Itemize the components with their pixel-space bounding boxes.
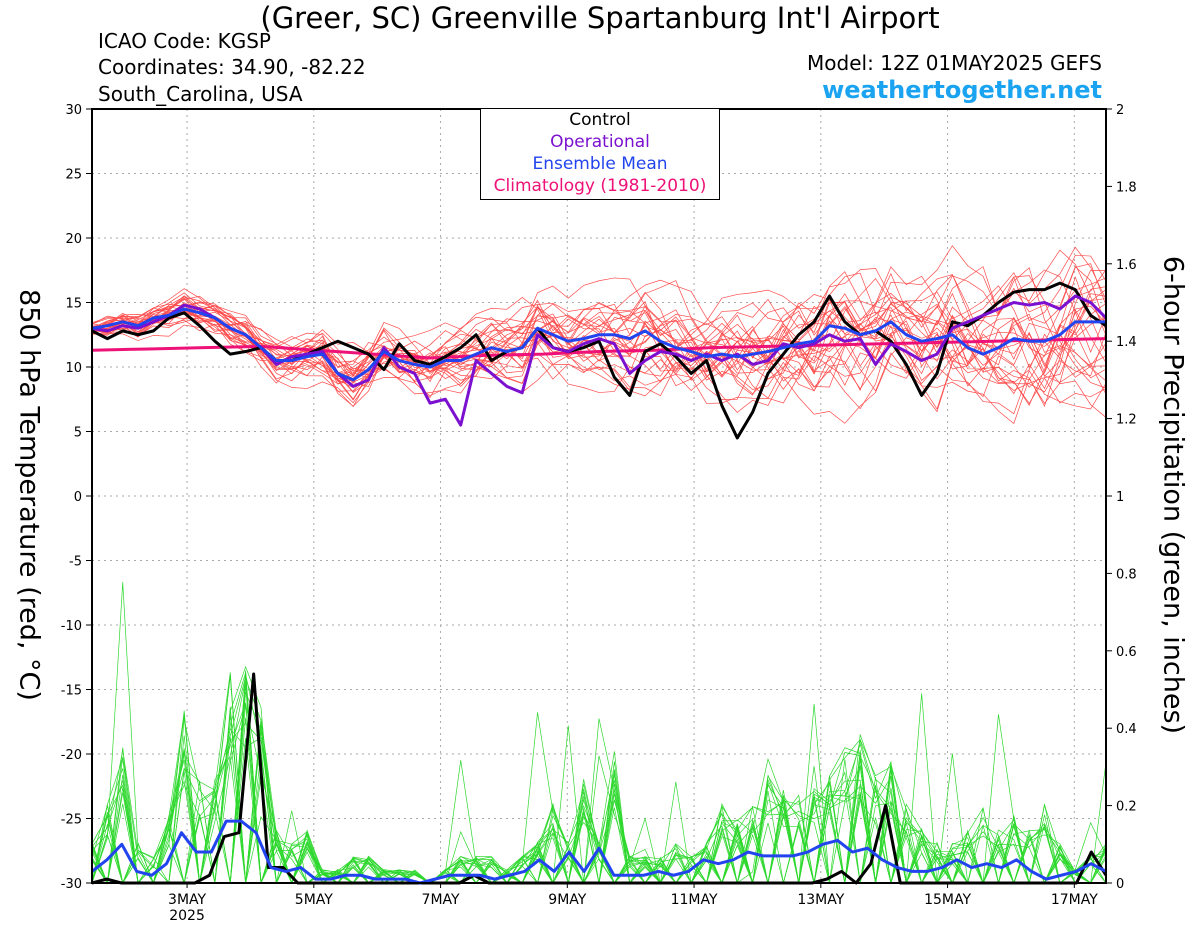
chart-title: (Greer, SC) Greenville Spartanburg Int'l… [260,1,940,35]
temperature-member-line [91,306,1107,415]
x-tick-sublabel: 2025 [169,908,205,924]
y-right-tick-label: 0.6 [1116,645,1137,660]
y-right-tick-label: 0.8 [1116,567,1137,582]
x-tick-label: 7MAY [422,892,460,908]
y-left-tick-label: -30 [61,877,82,892]
x-tick-label: 17MAY [1051,892,1098,908]
legend: Control Operational Ensemble Mean Climat… [480,108,720,200]
y-axis-left-label: 850 hPa Temperature (red, °C) [13,289,45,701]
temperature-member-line [91,285,1107,383]
model-run: Model: 12Z 01MAY2025 GEFS [807,51,1102,75]
y-left-tick-label: -15 [61,684,82,699]
precipitation-members [91,582,1107,885]
coordinates: Coordinates: 34.90, -82.22 [98,55,366,79]
website-link[interactable]: weathertogether.net [822,76,1102,104]
y-left-tick-label: -10 [61,619,82,634]
x-tick-label: 3MAY [168,892,206,908]
y-right-tick-label: 1.6 [1116,258,1137,273]
temperature-member-line [91,267,1107,391]
region: South_Carolina, USA [98,82,303,106]
y-right-tick-label: 1.8 [1116,180,1137,195]
x-tick-label: 9MAY [548,892,586,908]
y-axis-right-label: 6-hour Precipitation (green, inches) [1157,255,1189,735]
x-tick-label: 13MAY [797,892,844,908]
y-left-tick-label: 25 [65,168,82,183]
temperature-member-line [91,269,1107,379]
y-left-tick-label: 15 [65,297,82,312]
x-tick-label: 5MAY [295,892,333,908]
legend-operational: Operational [550,132,650,152]
y-right-tick-label: 2 [1116,103,1124,118]
y-right-tick-label: 1 [1116,490,1124,505]
y-left-tick-label: 20 [65,232,82,247]
temperature-member-line [91,295,1107,410]
ensemble-mean-precipitation-line [91,819,1107,885]
y-right-tick-label: 1.2 [1116,413,1137,428]
y-left-tick-label: -5 [69,555,82,570]
y-left-tick-label: 10 [65,361,82,376]
temperature-member-line [91,249,1107,378]
x-tick-label: 11MAY [671,892,718,908]
temperature-member-line [91,299,1107,425]
y-left-tick-label: 0 [74,490,82,505]
y-left-tick-label: 30 [65,103,82,118]
temperature-member-line [91,275,1107,389]
y-left-tick-label: -25 [61,813,82,828]
icao-code: ICAO Code: KGSP [98,29,271,53]
y-right-tick-label: 1.4 [1116,335,1137,350]
y-right-tick-label: 0 [1116,877,1124,892]
ensemble-mean-temperature-line [91,307,1106,382]
y-left-tick-label: -20 [61,748,82,763]
y-right-tick-label: 0.2 [1116,800,1137,815]
legend-control: Control [569,110,631,130]
temperature-member-line [91,245,1107,396]
temperature-member-line [91,291,1107,424]
legend-climatology: Climatology (1981-2010) [493,176,707,196]
x-tick-label: 15MAY [924,892,971,908]
y-left-tick-label: 5 [74,426,82,441]
y-right-tick-label: 0.4 [1116,722,1137,737]
legend-ensemble-mean: Ensemble Mean [532,154,668,174]
